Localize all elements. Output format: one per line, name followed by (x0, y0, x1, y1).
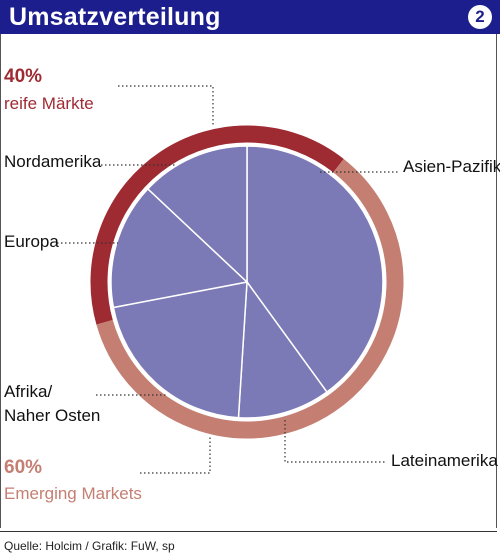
mature-markets-percent: 40% (4, 66, 43, 87)
pie-slice-afrika-naher-osten (112, 281, 248, 419)
leader-reife-maerkte (118, 85, 214, 126)
source-divider (0, 531, 497, 532)
label-asien-pazifik: Asien-Pazifik (403, 157, 500, 176)
pie-chart (0, 34, 497, 528)
pie-slice-asien-pazifik (246, 145, 384, 394)
source-credit: Quelle: Holcim / Grafik: FuW, sp (4, 539, 175, 553)
label-europa: Europa (4, 232, 59, 251)
mature-markets-label: reife Märkte (4, 94, 94, 113)
chart-frame (0, 34, 497, 528)
label-lateinamerika: Lateinamerika (391, 451, 498, 470)
pie-slice-lateinamerika (237, 279, 328, 419)
ring-mature-markets (90, 125, 344, 325)
pie-slice-europa (110, 187, 249, 309)
figure-number-badge: 2 (468, 5, 492, 29)
emerging-markets-label: Emerging Markets (4, 484, 142, 503)
chart-header: Umsatzverteilung 2 (0, 0, 500, 34)
label-nordamerika: Nordamerika (4, 152, 102, 171)
pie-slice-nordamerika (146, 145, 248, 284)
chart-title: Umsatzverteilung (9, 3, 221, 31)
emerging-markets-percent: 60% (4, 457, 43, 478)
label-afrika-line2: Naher Osten (4, 406, 101, 425)
leader-emerging-markets (140, 435, 211, 474)
ring-emerging-markets (96, 159, 404, 439)
label-afrika-line1: Afrika/ (4, 382, 53, 401)
